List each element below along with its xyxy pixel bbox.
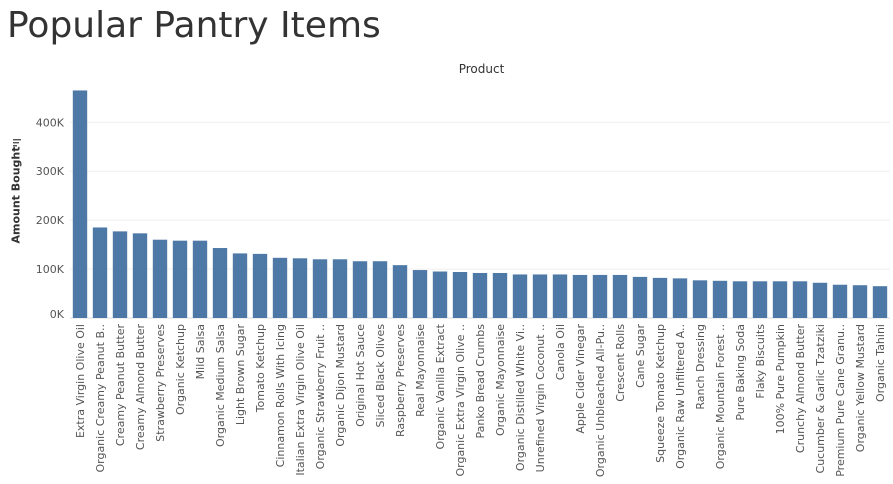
x-category-label: Organic Strawberry Fruit ..	[314, 324, 327, 469]
x-category-label: Creamy Almond Butter	[134, 324, 147, 451]
bar[interactable]	[472, 272, 488, 318]
page-title: Popular Pantry Items	[7, 5, 381, 46]
x-category-label: Ranch Dressing	[694, 324, 707, 410]
bar[interactable]	[72, 90, 88, 318]
x-category-label: Crescent Rolls	[614, 324, 627, 402]
x-category-label: Premium Pure Cane Granu..	[834, 324, 847, 477]
x-category-label: Organic Distilled White Vi..	[514, 324, 527, 471]
bar[interactable]	[392, 265, 408, 318]
x-category-label: Crunchy Almond Butter	[794, 324, 807, 454]
bar[interactable]	[832, 284, 848, 318]
x-category-label: Organic Extra Virgin Olive ..	[454, 324, 467, 477]
bars	[72, 90, 888, 318]
bar[interactable]	[772, 281, 788, 318]
y-tick-label: 0K	[50, 308, 65, 321]
bar[interactable]	[572, 274, 588, 318]
x-category-label: Creamy Peanut Butter	[114, 324, 127, 447]
y-tick-label: 100K	[36, 263, 65, 276]
column-header: Product	[458, 62, 505, 76]
bar[interactable]	[372, 261, 388, 318]
bar[interactable]	[732, 281, 748, 318]
bar[interactable]	[272, 257, 288, 318]
x-category-label: Unrefined Virgin Coconut ..	[534, 324, 547, 472]
bar[interactable]	[532, 274, 548, 318]
x-category-label: Organic Medium Salsa	[214, 324, 227, 447]
bar[interactable]	[432, 271, 448, 318]
x-category-label: 100% Pure Pumpkin	[774, 324, 787, 434]
x-category-label: Sliced Black Olives	[374, 324, 387, 428]
x-category-label: Apple Cider Vinegar	[574, 324, 587, 434]
bar[interactable]	[292, 258, 308, 318]
bar[interactable]	[552, 274, 568, 318]
y-axis-ticks: 0K 100K 200K 300K 400K	[36, 116, 65, 321]
x-category-label: Strawberry Preserves	[154, 324, 167, 442]
x-category-label: Panko Bread Crumbs	[474, 324, 487, 439]
bar[interactable]	[652, 277, 668, 318]
bar[interactable]	[152, 239, 168, 318]
sort-icon[interactable]	[12, 138, 22, 150]
bar[interactable]	[852, 285, 868, 318]
bar[interactable]	[612, 274, 628, 318]
bar[interactable]	[752, 281, 768, 318]
x-category-label: Italian Extra Virgin Olive Oil	[294, 324, 307, 476]
x-category-label: Organic Vanilla Extract	[434, 323, 447, 449]
x-category-label: Canola Oil	[554, 324, 567, 380]
x-category-label: Organic Tahini	[874, 324, 887, 402]
x-category-label: Organic Ketchup	[174, 324, 187, 415]
bar[interactable]	[312, 259, 328, 318]
bar[interactable]	[132, 233, 148, 318]
x-axis-category-labels: Extra Virgin Olive Oil Organic Creamy Pea…	[74, 323, 887, 477]
x-category-label: Organic Dijon Mustard	[334, 324, 347, 447]
x-category-label: Organic Unbleached All-Pu..	[594, 324, 607, 477]
x-category-label: Organic Yellow Mustard	[854, 324, 867, 452]
bar[interactable]	[212, 248, 228, 318]
bar[interactable]	[632, 276, 648, 318]
x-category-label: Mild Salsa	[194, 324, 207, 379]
bar[interactable]	[412, 270, 428, 318]
x-category-label: Extra Virgin Olive Oil	[74, 324, 87, 438]
x-category-label: Tomato Ketchup	[254, 324, 267, 413]
y-tick-label: 400K	[36, 116, 65, 129]
x-category-label: Organic Raw Unfiltered A..	[674, 324, 687, 469]
bar[interactable]	[872, 286, 888, 318]
bar[interactable]	[112, 231, 128, 318]
x-category-label: Organic Mountain Forest ..	[714, 324, 727, 469]
x-category-label: Cane Sugar	[634, 324, 647, 388]
bar[interactable]	[332, 259, 348, 318]
y-tick-label: 300K	[36, 165, 65, 178]
x-category-label: Organic Creamy Peanut B..	[94, 324, 107, 473]
bar[interactable]	[172, 240, 188, 318]
x-category-label: Cinnamon Rolls With Icing	[274, 324, 287, 467]
bar[interactable]	[92, 227, 108, 318]
bar[interactable]	[692, 280, 708, 318]
bar[interactable]	[592, 274, 608, 318]
bar[interactable]	[492, 272, 508, 318]
x-category-label: Original Hot Sauce	[354, 324, 367, 427]
x-category-label: Squeeze Tomato Ketchup	[654, 324, 667, 463]
x-category-label: Real Mayonnaise	[414, 324, 427, 417]
x-category-label: Cucumber & Garlic Tzatziki	[814, 324, 827, 473]
x-category-label: Flaky Biscuits	[754, 324, 767, 399]
bar[interactable]	[512, 274, 528, 318]
bar[interactable]	[792, 281, 808, 318]
bar[interactable]	[192, 240, 208, 318]
x-category-label: Pure Baking Soda	[734, 324, 747, 421]
bar[interactable]	[352, 261, 368, 318]
bar[interactable]	[672, 278, 688, 318]
x-category-label: Raspberry Preserves	[394, 324, 407, 437]
y-tick-label: 200K	[36, 214, 65, 227]
bar[interactable]	[232, 253, 248, 318]
bar[interactable]	[712, 280, 728, 318]
x-category-label: Light Brown Sugar	[234, 324, 247, 426]
bar[interactable]	[812, 282, 828, 318]
bar[interactable]	[252, 253, 268, 318]
bar[interactable]	[452, 272, 468, 318]
x-category-label: Organic Mayonnaise	[494, 324, 507, 436]
